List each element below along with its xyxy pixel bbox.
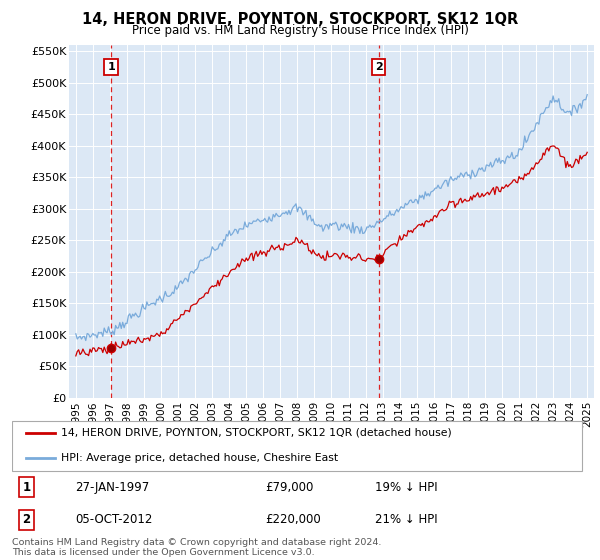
Text: Contains HM Land Registry data © Crown copyright and database right 2024.
This d: Contains HM Land Registry data © Crown c… <box>12 538 382 557</box>
Text: 14, HERON DRIVE, POYNTON, STOCKPORT, SK12 1QR: 14, HERON DRIVE, POYNTON, STOCKPORT, SK1… <box>82 12 518 27</box>
Text: 05-OCT-2012: 05-OCT-2012 <box>76 513 153 526</box>
Text: 27-JAN-1997: 27-JAN-1997 <box>76 481 149 494</box>
Text: 2: 2 <box>22 513 31 526</box>
Text: 14, HERON DRIVE, POYNTON, STOCKPORT, SK12 1QR (detached house): 14, HERON DRIVE, POYNTON, STOCKPORT, SK1… <box>61 428 452 438</box>
Text: 1: 1 <box>107 62 115 72</box>
Text: £79,000: £79,000 <box>265 481 314 494</box>
Text: 2: 2 <box>374 62 382 72</box>
Text: 19% ↓ HPI: 19% ↓ HPI <box>375 481 437 494</box>
Text: £220,000: £220,000 <box>265 513 321 526</box>
Text: HPI: Average price, detached house, Cheshire East: HPI: Average price, detached house, Ches… <box>61 452 338 463</box>
FancyBboxPatch shape <box>12 421 582 471</box>
Text: 1: 1 <box>22 481 31 494</box>
Text: Price paid vs. HM Land Registry's House Price Index (HPI): Price paid vs. HM Land Registry's House … <box>131 24 469 36</box>
Text: 21% ↓ HPI: 21% ↓ HPI <box>375 513 437 526</box>
